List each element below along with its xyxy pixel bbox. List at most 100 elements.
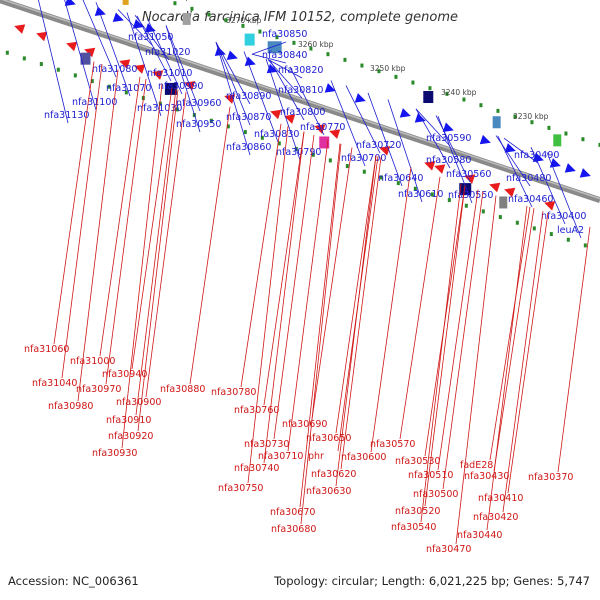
guide-dash (90, 79, 94, 84)
leader-line (95, 2, 131, 97)
guide-dash (107, 84, 111, 89)
leader-line (289, 66, 325, 136)
forward-gene-arrow (132, 19, 144, 29)
feature-box (244, 33, 255, 46)
leader-line (287, 139, 329, 452)
reverse-gene-label: nfa30520 (395, 506, 440, 517)
guide-dash (377, 69, 381, 74)
guide-dash (309, 46, 313, 51)
reverse-gene-label: nfa30920 (108, 431, 153, 442)
forward-gene-arrow (112, 12, 124, 22)
guide-dash (547, 125, 551, 130)
guide-dash (479, 103, 483, 108)
forward-gene-arrow (479, 134, 491, 145)
guide-dash (343, 57, 347, 62)
leader-line (493, 208, 535, 472)
reverse-gene-label: nfa30680 (271, 524, 316, 535)
leader-line (497, 136, 533, 208)
reverse-gene-label: nfa30420 (473, 512, 518, 523)
reverse-gene-arrow (424, 161, 436, 171)
guide-dash (275, 35, 279, 40)
leader-line (240, 123, 282, 388)
leader-line (165, 25, 201, 133)
forward-gene-label: nfa30830 (254, 129, 299, 140)
forward-gene-label: nfa30860 (226, 142, 271, 153)
reverse-gene-label: phr (308, 451, 324, 462)
leader-line (300, 143, 342, 525)
forward-gene-label: nfa30550 (448, 190, 493, 201)
guide-dash (241, 23, 245, 28)
reverse-gene-label: nfa30470 (426, 544, 471, 555)
forward-gene-arrow (94, 6, 106, 16)
forward-gene-arrow (414, 113, 426, 123)
leader-line (243, 51, 279, 143)
guide-dash (581, 137, 585, 142)
guide-dash (462, 97, 466, 102)
forward-gene-label: nfa30480 (506, 173, 551, 184)
forward-gene-label: nfa30810 (278, 85, 323, 96)
guide-dash (496, 108, 500, 113)
leader-line (267, 59, 303, 79)
feature-box (267, 41, 282, 54)
guide-dash (447, 198, 451, 203)
forward-gene-label: nfa30720 (356, 140, 401, 151)
reverse-gene-label: nfa30910 (106, 415, 151, 426)
forward-gene-label: nfa30840 (262, 50, 307, 61)
tick-label: 3230 kbp (513, 112, 549, 121)
reverse-gene-label: nfa30710 (258, 451, 303, 462)
reverse-gene-label: nfa30440 (457, 530, 502, 541)
reverse-gene-label: nfa30630 (306, 486, 351, 497)
guide-dash (411, 80, 415, 85)
forward-gene-label: nfa30850 (262, 29, 307, 40)
forward-gene-arrow (504, 143, 516, 153)
forward-gene-arrow (442, 122, 454, 132)
reverse-gene-label: nfa30880 (160, 384, 205, 395)
reverse-gene-label: nfa30620 (311, 469, 356, 480)
leader-line (311, 147, 353, 420)
guide-lines (5, 1, 600, 248)
leader-line (442, 191, 484, 490)
reverse-gene-label: nfa30600 (341, 452, 386, 463)
leader-line (61, 64, 103, 379)
backbone (0, 0, 600, 204)
guide-dash (598, 142, 600, 147)
leader-line (121, 84, 163, 449)
leader-line (77, 69, 119, 402)
reverse-gene-label: nfa31060 (24, 344, 69, 355)
forward-gene-arrow (399, 108, 411, 118)
guide-dash (413, 186, 417, 191)
leader-line (38, 0, 69, 124)
guide-dash (328, 158, 332, 163)
guide-dash (564, 131, 568, 136)
leader-line (503, 137, 539, 164)
leader-line (489, 206, 531, 461)
reverse-gene-arrow (284, 114, 296, 124)
leader-line (335, 155, 377, 434)
forward-gene-label: nfa30490 (514, 150, 559, 161)
reverse-gene-arrow (270, 109, 282, 120)
forward-gene-label: nfa30790 (276, 147, 321, 158)
forward-gene-label: nfa30400 (541, 211, 586, 222)
guide-dash (158, 101, 162, 106)
guide-dash (258, 29, 262, 34)
feature-box (553, 134, 562, 147)
reverse-gene-label: nfa30730 (244, 439, 289, 450)
leader-line (399, 176, 441, 440)
guide-dash (498, 215, 502, 220)
reverse-gene-label: nfa30970 (76, 384, 121, 395)
feature-box (80, 52, 91, 65)
forward-gene-label: nfa30820 (278, 65, 323, 76)
leader-line (263, 131, 305, 464)
guide-dash (481, 209, 485, 214)
leader-line (247, 126, 289, 484)
feature-box (182, 12, 191, 25)
feature-box (459, 183, 472, 196)
reverse-gene-label: nfa30750 (218, 483, 263, 494)
reverse-gene-label: nfa30900 (116, 397, 161, 408)
leader-line (335, 155, 377, 487)
leader-line (215, 42, 251, 126)
forward-gene-label: nfa30460 (508, 194, 553, 205)
reverse-gene-label: nfa30740 (234, 463, 279, 474)
backbone-line (0, 0, 600, 204)
